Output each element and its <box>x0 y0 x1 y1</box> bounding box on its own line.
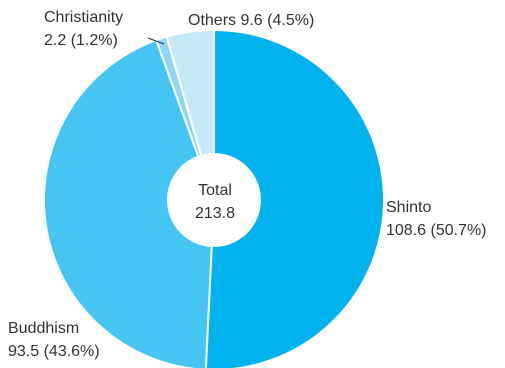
slices-group <box>43 28 385 368</box>
donut-hole <box>168 154 260 246</box>
label-shinto-value: 108.6 (50.7%) <box>386 222 487 239</box>
christianity-leader-line <box>147 37 165 45</box>
label-buddhism-value: 93.5 (43.6%) <box>8 343 100 360</box>
label-others: Others 9.6 (4.5%) <box>188 12 314 29</box>
label-buddhism-name: Buddhism <box>8 320 79 337</box>
center-total-value: 213.8 <box>195 205 235 222</box>
label-shinto-name: Shinto <box>386 199 431 216</box>
label-christianity-value: 2.2 (1.2%) <box>44 32 118 49</box>
center-total-title: Total <box>198 182 232 199</box>
label-christianity-name: Christianity <box>44 9 123 26</box>
